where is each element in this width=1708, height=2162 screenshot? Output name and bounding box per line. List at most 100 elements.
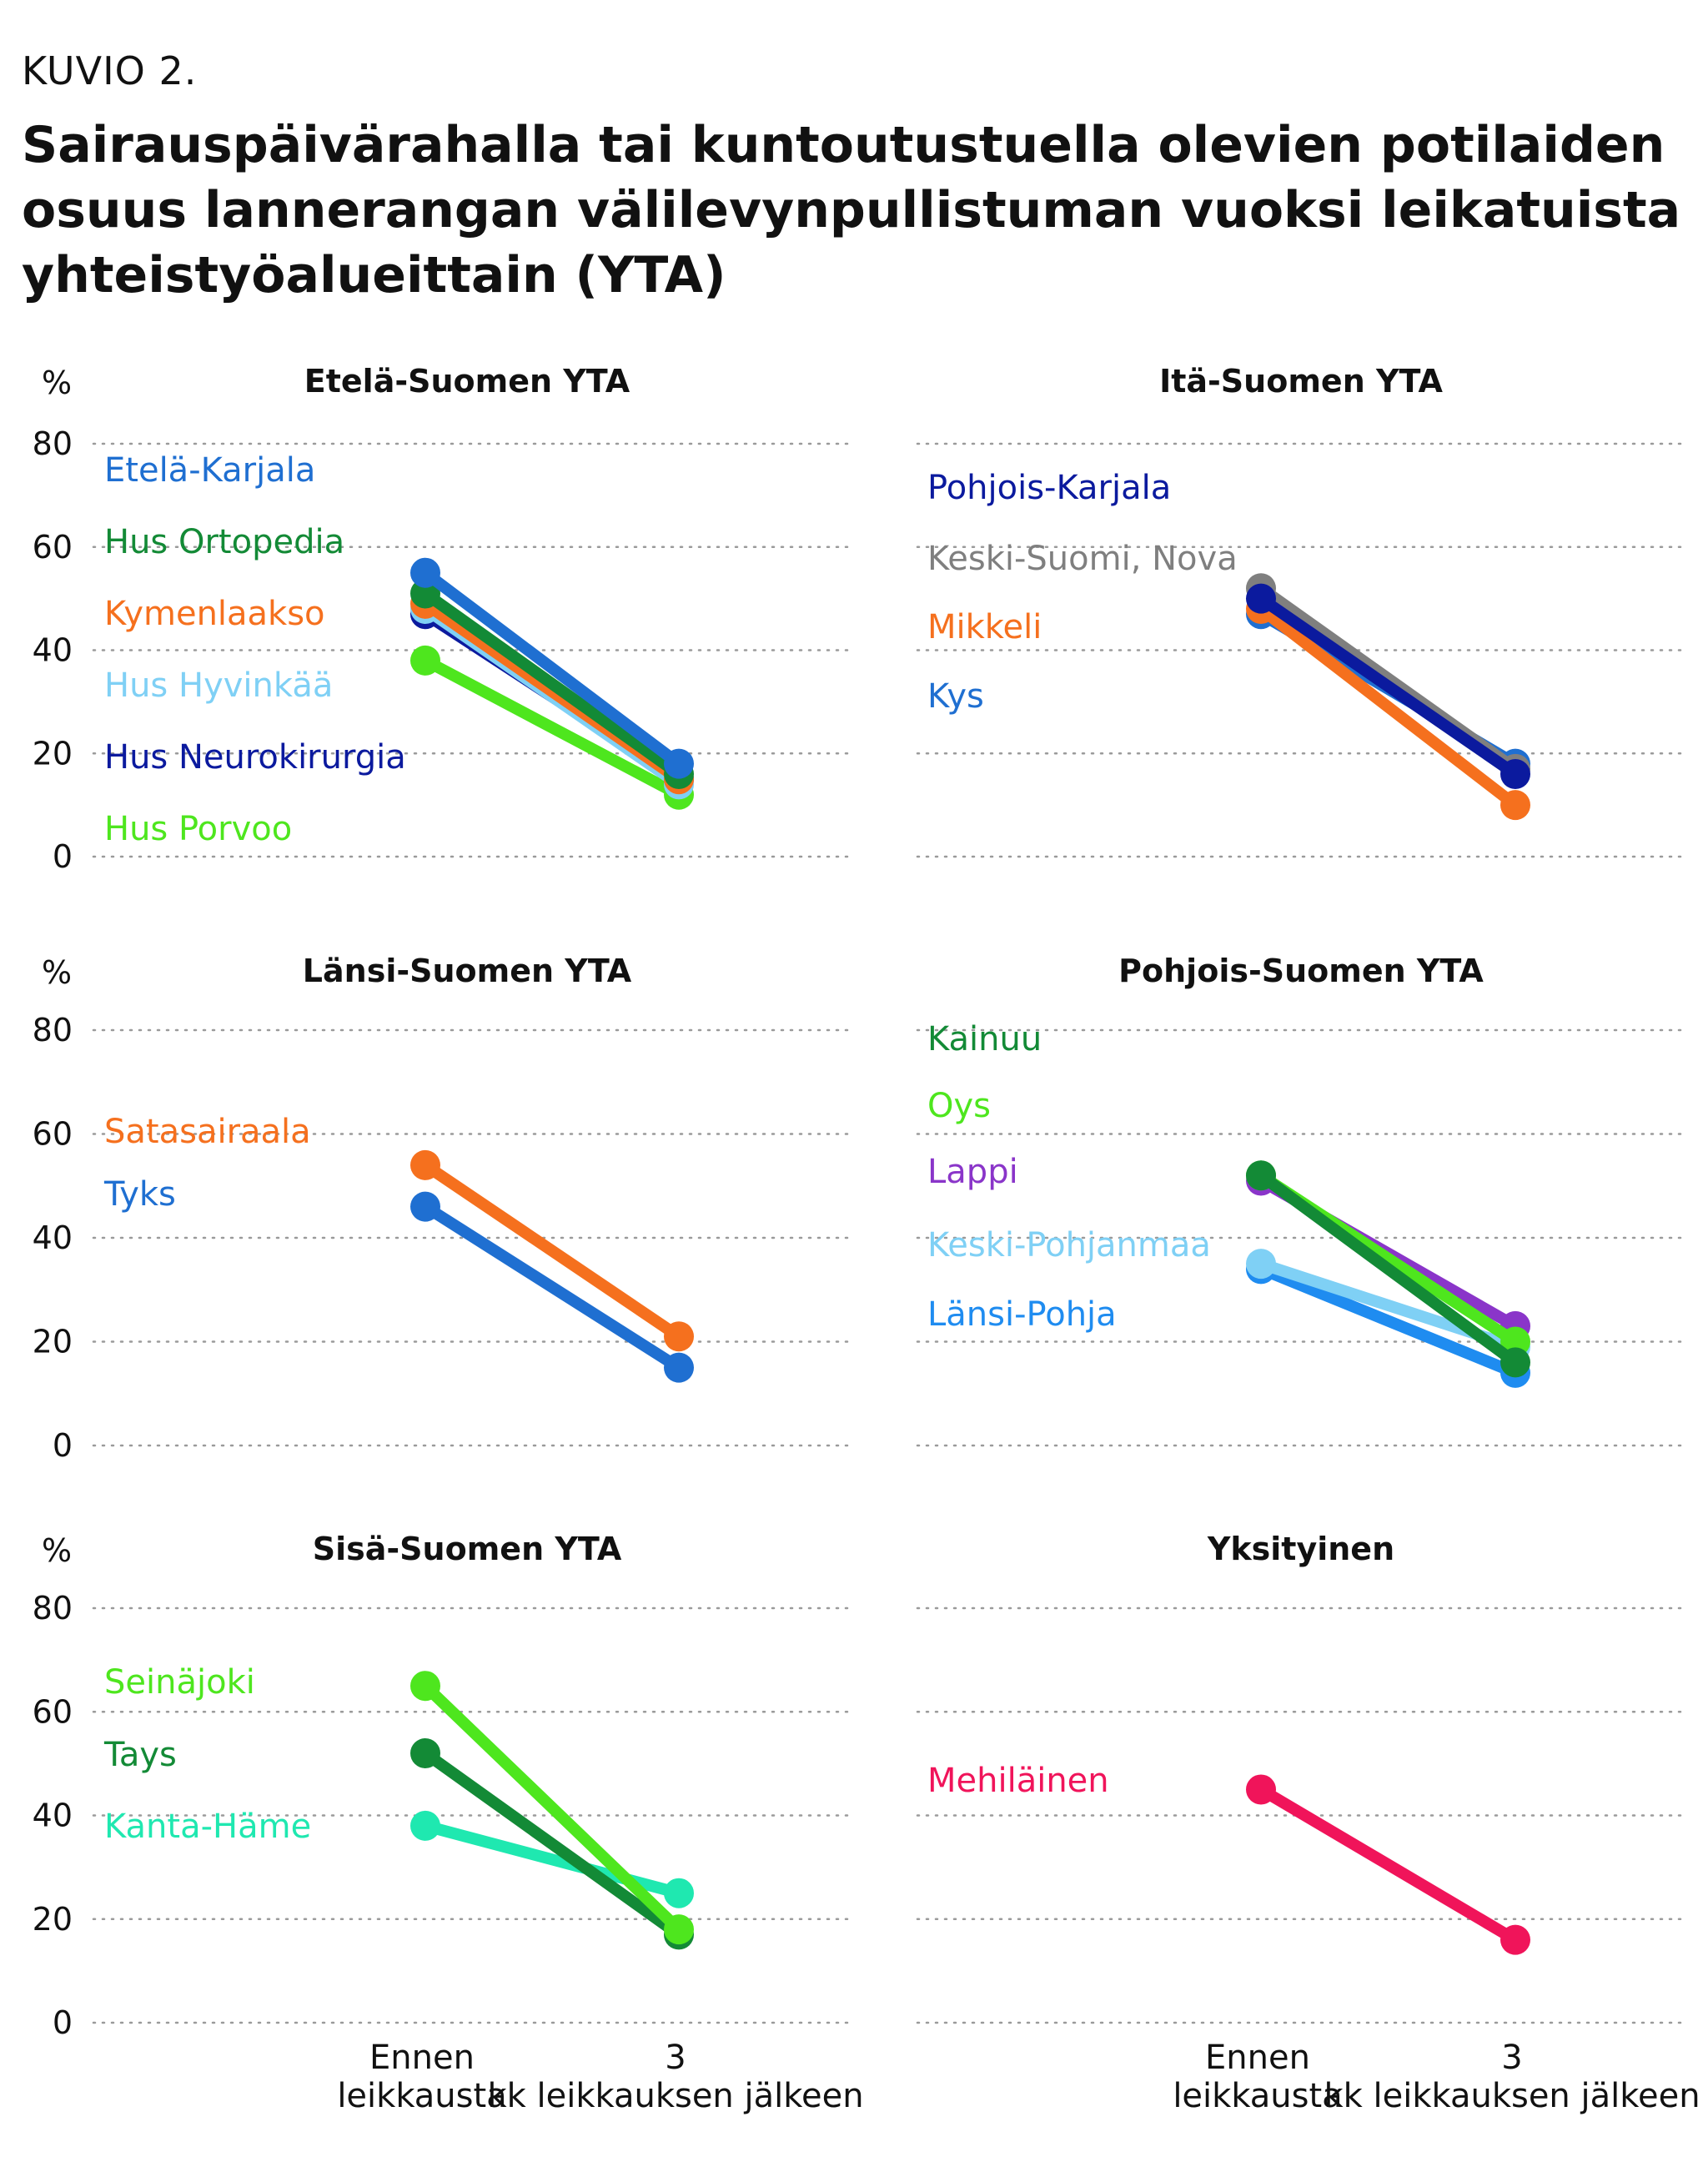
series-mehilainen: [1246, 1774, 1530, 1955]
series-kanta-hame: [410, 1810, 694, 1908]
y-tick-label: 20: [33, 735, 73, 772]
series-tays: [410, 1737, 694, 1950]
series-label-hus-porvoo: Hus Porvoo: [104, 810, 292, 848]
y-tick-label: 60: [33, 1693, 73, 1730]
y-tick-label: 60: [33, 529, 73, 566]
series-label-etela-karjala: Etelä-Karjala: [104, 451, 315, 490]
panel-title-ita-suomen-yta: Itä-Suomen YTA: [1159, 363, 1443, 400]
x-category-label: 3 kk leikkauksen jälkeen: [487, 2039, 863, 2115]
series-pohjois-karjala: [1246, 583, 1530, 789]
series-line-pohjois-karjala: [1255, 592, 1521, 780]
y-tick-label: 80: [33, 1590, 73, 1627]
y-tick-label: 60: [33, 1116, 73, 1153]
panel-title-lansi-suomen-yta: Länsi-Suomen YTA: [303, 953, 632, 989]
y-tick-label: 0: [53, 1427, 73, 1464]
figure-title-line-1: Sairauspäivärahalla tai kuntoutustuella …: [22, 116, 1665, 174]
series-label-hus-neurokirurgia: Hus Neurokirurgia: [104, 738, 406, 777]
series-line-lansi-pohja: [1255, 1263, 1521, 1379]
series-label-hus-hyvinkaa: Hus Hyvinkää: [104, 666, 333, 705]
series-label-mikkeli: Mikkeli: [927, 608, 1042, 646]
series-seinajoki: [410, 1671, 694, 1945]
point-kanta-hame-after: [664, 1878, 694, 1908]
y-tick-label: 0: [53, 838, 73, 875]
series-kainuu: [1246, 1160, 1530, 1378]
series-line-seinajoki: [419, 1680, 685, 1936]
y-unit-label: %: [42, 954, 72, 991]
y-tick-label: 0: [53, 2004, 73, 2041]
point-keski-pohjanmaa-before: [1246, 1249, 1276, 1280]
series-satasairaala: [410, 1149, 694, 1352]
series-line-mehilainen: [1255, 1783, 1521, 1946]
series-label-hus-ortopedia: Hus Ortopedia: [104, 523, 344, 561]
panel-etela-suomen-yta: Etelä-Suomen YTA 0 20 40 60 80% Etelä-Karjala H…: [33, 363, 851, 875]
point-tyks-after: [664, 1352, 694, 1383]
series-tyks: [410, 1191, 694, 1383]
panel-pohjois-suomen-yta: Pohjois-Suomen YTA Kainuu Oys Lappi Keski-Po…: [916, 953, 1686, 1447]
panel-lansi-suomen-yta: Länsi-Suomen YTA 0 20 40 60 80% Satasairaala Ty…: [33, 953, 851, 1464]
series-label-lansi-pohja: Länsi-Pohja: [927, 1295, 1117, 1334]
y-unit-label: %: [42, 1532, 72, 1569]
figure-title-line-2: osuus lannerangan välilevynpullistuman v…: [22, 181, 1681, 239]
point-mikkeli-after: [1500, 790, 1530, 821]
series-mikkeli: [1246, 594, 1530, 821]
series-label-pohjois-karjala: Pohjois-Karjala: [927, 469, 1171, 507]
point-satasairaala-before: [410, 1149, 440, 1180]
series-label-mehilainen: Mehiläinen: [927, 1762, 1109, 1800]
point-satasairaala-after: [664, 1321, 694, 1352]
series-line-hus-ortopedia: [419, 587, 685, 780]
series-hus-ortopedia: [410, 578, 694, 789]
series-line-etela-karjala: [419, 566, 685, 770]
series-label-kys: Kys: [927, 677, 984, 716]
point-mehilainen-before: [1246, 1774, 1276, 1805]
point-seinajoki-after: [664, 1914, 694, 1945]
point-seinajoki-before: [410, 1671, 440, 1702]
series-label-keski-suomi-nova: Keski-Suomi, Nova: [927, 540, 1238, 578]
y-tick-label: 20: [33, 1901, 73, 1938]
point-kainuu-before: [1246, 1160, 1276, 1191]
figure-title-line-3: yhteistyöalueittain (YTA): [22, 246, 726, 304]
panel-title-yksityinen: Yksityinen: [1207, 1531, 1394, 1567]
series-label-kainuu: Kainuu: [927, 1020, 1042, 1058]
series-label-satasairaala: Satasairaala: [104, 1113, 311, 1151]
series-label-lappi: Lappi: [927, 1153, 1018, 1191]
x-category-label: Ennen leikkausta: [337, 2039, 506, 2115]
y-unit-label: %: [42, 365, 72, 401]
figure-label: KUVIO 2.: [22, 48, 198, 93]
point-etela-karjala-before: [410, 557, 440, 588]
panel-ita-suomen-yta: Itä-Suomen YTA Pohjois-Karjala Keski-Suomi…: [916, 363, 1686, 858]
series-line-tyks: [419, 1200, 685, 1374]
series-line-satasairaala: [419, 1159, 685, 1343]
y-tick-label: 20: [33, 1324, 73, 1360]
series-label-kanta-hame: Kanta-Häme: [104, 1808, 311, 1846]
figure-title: Sairauspäivärahalla tai kuntoutustuella …: [22, 113, 1681, 308]
point-pohjois-karjala-before: [1246, 583, 1276, 614]
y-tick-label: 40: [33, 1219, 73, 1256]
y-tick-label: 80: [33, 425, 73, 462]
point-etela-karjala-after: [664, 748, 694, 779]
panel-sisa-suomen-yta: Sisä-Suomen YTA 0 20 40 60 80% Seinäjoki Tays Ka…: [33, 1531, 864, 2115]
y-tick-label: 40: [33, 1797, 73, 1834]
point-mehilainen-after: [1500, 1924, 1530, 1955]
series-line-kainuu: [1255, 1169, 1521, 1369]
series-label-oys: Oys: [927, 1087, 991, 1125]
series-label-tyks: Tyks: [103, 1175, 176, 1214]
point-oys-after: [1500, 1326, 1530, 1357]
panel-title-sisa-suomen-yta: Sisä-Suomen YTA: [313, 1531, 622, 1567]
series-line-mikkeli: [1255, 603, 1521, 812]
series-label-tays: Tays: [103, 1736, 177, 1774]
series-line-tays: [419, 1747, 685, 1941]
x-category-label: Ennen leikkausta: [1173, 2039, 1342, 2115]
point-tays-before: [410, 1737, 440, 1768]
point-hus-ortopedia-before: [410, 578, 440, 609]
series-label-keski-pohjanmaa: Keski-Pohjanmaa: [927, 1226, 1211, 1265]
series-line-hus-porvoo: [419, 654, 685, 801]
point-pohjois-karjala-after: [1500, 759, 1530, 789]
point-hus-porvoo-before: [410, 645, 440, 676]
series-line-kanta-hame: [419, 1819, 685, 1899]
point-kanta-hame-before: [410, 1810, 440, 1841]
series-label-seinajoki: Seinäjoki: [104, 1663, 255, 1702]
panel-title-pohjois-suomen-yta: Pohjois-Suomen YTA: [1118, 953, 1484, 989]
series-etela-karjala: [410, 557, 694, 779]
